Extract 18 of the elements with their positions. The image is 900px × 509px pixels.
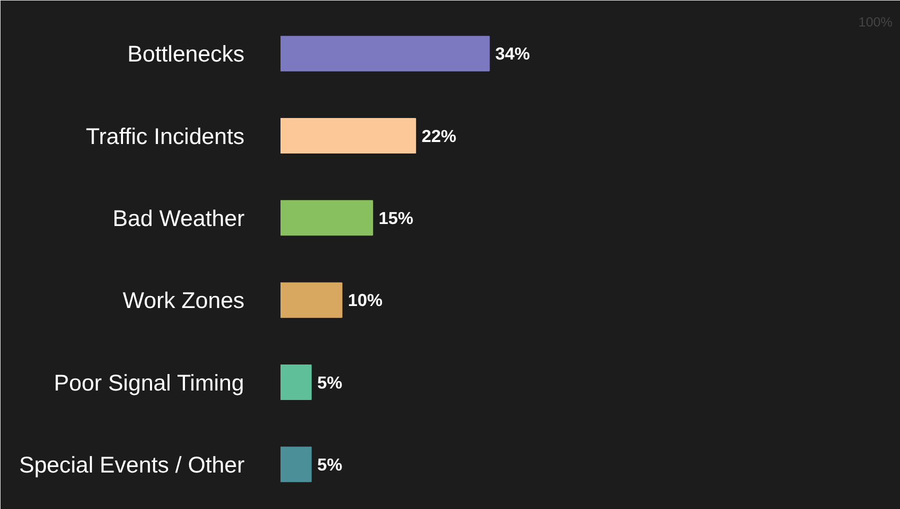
data-label: 22% bbox=[422, 126, 456, 146]
data-label: 5% bbox=[317, 372, 342, 392]
bar bbox=[280, 118, 416, 154]
bar bbox=[280, 282, 342, 318]
bar bbox=[280, 364, 312, 400]
y-tick-label: Bad Weather bbox=[112, 204, 245, 231]
y-tick-label: Special Events / Other bbox=[19, 451, 245, 478]
bar bbox=[280, 36, 490, 72]
data-label: 10% bbox=[348, 290, 383, 310]
y-tick-label: Poor Signal Timing bbox=[54, 369, 244, 396]
y-tick-label: Traffic Incidents bbox=[86, 122, 245, 149]
bar bbox=[280, 200, 374, 236]
y-tick-label: Work Zones bbox=[122, 287, 245, 314]
y-tick-label: Bottlenecks bbox=[127, 40, 245, 67]
data-label: 34% bbox=[495, 44, 530, 64]
data-label: 5% bbox=[317, 454, 342, 474]
data-label: 15% bbox=[378, 208, 414, 228]
bar bbox=[280, 446, 312, 482]
